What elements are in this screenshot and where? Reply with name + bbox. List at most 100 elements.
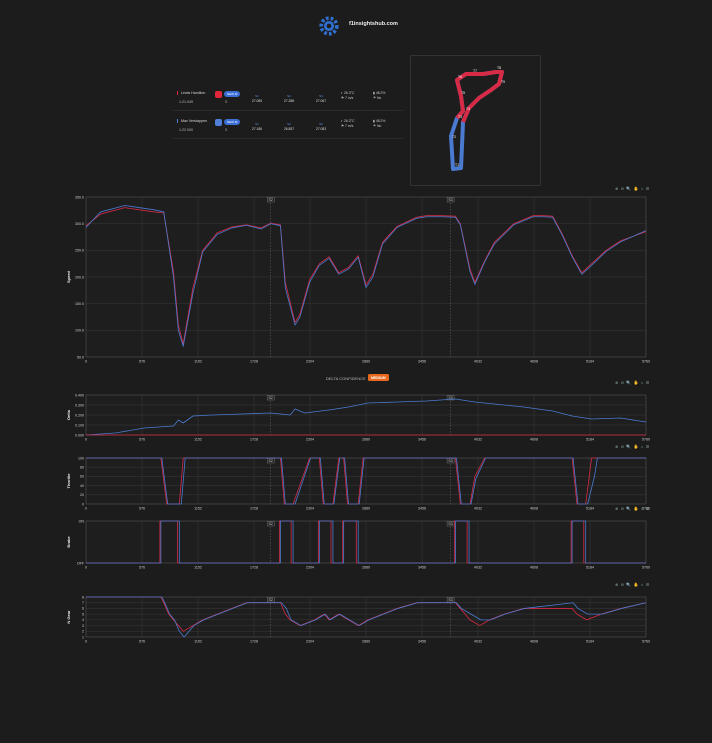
y-tick-label: 80 xyxy=(80,466,84,470)
y-tick-label: 1 xyxy=(82,635,84,639)
y-axis-label: Speed xyxy=(66,270,71,283)
chart-toolbar[interactable]: ⊕ ⊖ 🔍 ✋ ⌂ ☰ xyxy=(615,582,650,587)
x-tick-label: 2304 xyxy=(306,507,314,511)
y-tick-label: 100.0 xyxy=(75,329,84,333)
sector-marker-box xyxy=(267,458,275,464)
x-tick-label: 576 xyxy=(139,360,145,364)
x-tick-label: 2880 xyxy=(362,566,370,570)
helmet-icon xyxy=(215,119,222,126)
x-tick-label: 2304 xyxy=(306,438,314,442)
y-tick-label: 60 xyxy=(80,475,84,479)
x-tick-label: 4032 xyxy=(474,438,482,442)
sector-marker-label: S2 xyxy=(269,459,273,463)
y-tick-label: 2 xyxy=(82,630,84,634)
y-tick-label: 5 xyxy=(82,612,84,616)
sector-1: S1 27.186 xyxy=(251,122,263,131)
sector-marker-box xyxy=(267,597,275,603)
y-tick-label: 200.0 xyxy=(75,275,84,279)
x-tick-label: 2880 xyxy=(362,640,370,644)
x-tick-label: 5184 xyxy=(586,640,594,644)
x-tick-label: 1728 xyxy=(250,438,258,442)
y-tick-label: 50.0 xyxy=(77,355,84,359)
x-tick-label: 3456 xyxy=(418,566,426,570)
y-tick-label: 100 xyxy=(78,456,84,460)
x-tick-label: 2880 xyxy=(362,360,370,364)
x-tick-label: 0 xyxy=(85,507,87,511)
x-tick-label: 5760 xyxy=(642,566,650,570)
series-line-max-verstappen xyxy=(85,398,647,436)
series-line-max-verstappen xyxy=(86,520,646,564)
lap-time: 1:21.049 xyxy=(179,100,193,104)
y-tick-label: 0.300 xyxy=(75,403,84,407)
lap-time: 1:22.000 xyxy=(179,128,193,132)
chart-toolbar[interactable]: ⊕ ⊖ 🔍 ✋ ⌂ ☰ xyxy=(615,506,650,511)
driver-name: Max Verstappen xyxy=(177,119,207,123)
track-corner-label: T8 xyxy=(497,66,501,70)
delta-confidence-badge: MEDIUM xyxy=(368,374,389,381)
x-tick-label: 4608 xyxy=(530,507,538,511)
sector-marker-label: S3 xyxy=(448,396,452,400)
x-tick-label: 2880 xyxy=(362,438,370,442)
series-line-max-verstappen xyxy=(86,457,646,505)
x-tick-label: 5184 xyxy=(586,566,594,570)
x-tick-label: 3456 xyxy=(418,438,426,442)
x-tick-label: 1152 xyxy=(194,507,202,511)
track-corner-label: T2 xyxy=(452,135,456,139)
x-tick-label: 4032 xyxy=(474,360,482,364)
sector-marker-label: S3 xyxy=(448,522,452,526)
track-corner-label: T9 xyxy=(501,80,505,84)
sector-marker-label: S2 xyxy=(269,198,273,202)
y-tick-label: 250.0 xyxy=(75,249,84,253)
y-tick-label: 8 xyxy=(82,595,84,599)
chart-delta: 0.000 0.100 0.200 0.300 0.400 0 576 1152 1728 230… xyxy=(66,393,650,442)
x-tick-label: 0 xyxy=(85,360,87,364)
sector-marker-box xyxy=(446,597,455,603)
track-overlay xyxy=(455,70,504,123)
gear-logo-icon xyxy=(319,16,339,36)
y-tick-label: 4 xyxy=(82,618,84,622)
x-tick-label: 3456 xyxy=(418,640,426,644)
chart-throttle: 0 20 40 60 80 100 0 576 1152 1728 2304 2880 3456 4032… xyxy=(66,456,650,511)
sector-marker-label: S3 xyxy=(448,598,452,602)
y-tick-label: 0.200 xyxy=(75,413,84,417)
x-tick-label: 0 xyxy=(85,566,87,570)
tyre-badge: NEW M xyxy=(224,91,241,97)
weather-air: ◐ 26.3°C ⚑ 7 m/s xyxy=(341,119,355,128)
y-tick-label: 300.0 xyxy=(75,222,84,226)
y-tick-label: ON xyxy=(79,519,85,523)
series-line-max-verstappen xyxy=(86,596,647,638)
x-tick-label: 2304 xyxy=(306,360,314,364)
sector-marker-box xyxy=(446,197,455,203)
track-corner-label: T4 xyxy=(466,107,470,111)
chart-toolbar[interactable]: ⊕ ⊖ 🔍 ✋ ⌂ ☰ xyxy=(615,186,650,191)
y-tick-label: 40 xyxy=(80,484,84,488)
x-tick-label: 576 xyxy=(139,566,145,570)
y-axis-label: N Gear xyxy=(66,610,71,624)
sector-marker-box xyxy=(267,395,275,401)
site-name: f1insightshub.com xyxy=(349,21,398,27)
series-line-lewis-hamilton xyxy=(85,207,647,345)
chart-speed: 50.0 100.0 150.0 200.0 250.0 300.0 350.0 0 576 11… xyxy=(66,195,650,364)
sector-marker-label: S3 xyxy=(448,459,452,463)
track-map: T1 T2 T3 T4 T5 T6 T7 T8 T9 xyxy=(410,55,541,186)
helmet-icon xyxy=(215,91,222,98)
y-tick-label: 0.000 xyxy=(75,433,84,437)
compound-label: S xyxy=(225,128,228,132)
sector-marker-box xyxy=(267,197,275,203)
y-tick-label: 6 xyxy=(82,607,84,611)
chart-toolbar[interactable]: ⊕ ⊖ 🔍 ✋ ⌂ ☰ xyxy=(615,444,650,449)
sector-2: S2 26.857 xyxy=(283,122,295,131)
x-tick-label: 4608 xyxy=(530,360,538,364)
x-tick-label: 5760 xyxy=(642,360,650,364)
x-tick-label: 1152 xyxy=(194,438,202,442)
sector-marker-box xyxy=(267,521,275,527)
sector-2: S2 27.288 xyxy=(283,94,295,103)
x-tick-label: 1152 xyxy=(194,360,202,364)
x-tick-label: 5184 xyxy=(586,360,594,364)
sector-3: S3 27.067 xyxy=(315,94,327,103)
x-tick-label: 4032 xyxy=(474,640,482,644)
x-tick-label: 5184 xyxy=(586,507,594,511)
sector-marker-label: S2 xyxy=(269,598,273,602)
chart-toolbar[interactable]: ⊕ ⊖ 🔍 ✋ ⌂ ☰ xyxy=(615,380,650,385)
